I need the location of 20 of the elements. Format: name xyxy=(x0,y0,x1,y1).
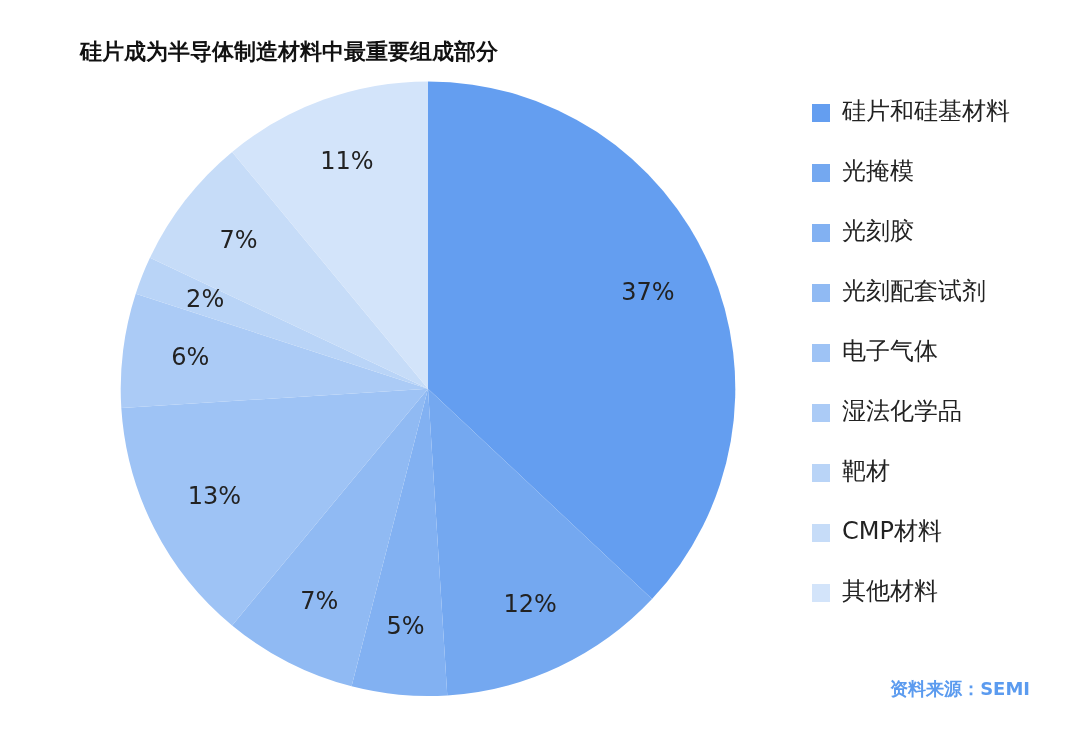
legend-label: 靶材 xyxy=(842,457,890,486)
data-label: 11% xyxy=(320,147,374,176)
data-label: 7% xyxy=(300,586,339,615)
legend-label: 硅片和硅基材料 xyxy=(841,97,1010,126)
text: 资料来源：SEMI xyxy=(890,677,1030,699)
data-label: 5% xyxy=(386,611,425,640)
data-label: 2% xyxy=(186,284,225,313)
legend-label: CMP材料 xyxy=(842,517,942,546)
data-label: 7% xyxy=(219,226,258,255)
legend-label: 光刻胶 xyxy=(842,217,914,246)
data-label: 6% xyxy=(171,342,210,371)
data-label: 13% xyxy=(187,481,242,510)
legend-label: 光刻配套试剂 xyxy=(842,277,986,306)
data-label: 12% xyxy=(503,589,557,618)
legend-label: 湿法化学品 xyxy=(842,397,962,426)
legend-label: 光掩模 xyxy=(842,157,914,186)
legend-label: 电子气体 xyxy=(842,337,938,366)
legend-label: 其他材料 xyxy=(842,577,938,606)
data-label: 37% xyxy=(621,277,675,306)
chart-title: 硅片成为半导体制造材料中最重要组成部分 xyxy=(79,38,499,64)
